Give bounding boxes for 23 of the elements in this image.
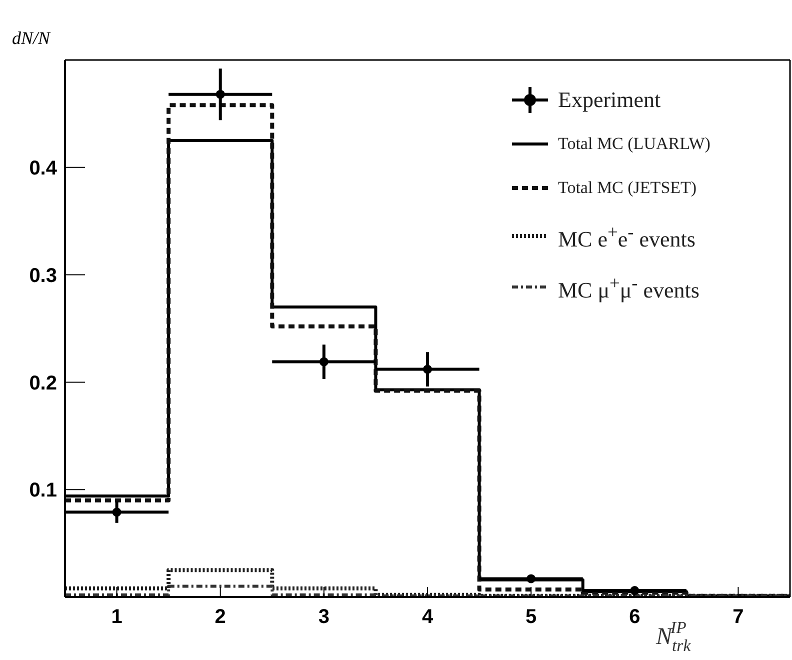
y-tick-label: 0.1 [29, 480, 57, 502]
x-tick-label: 7 [732, 606, 744, 628]
x-tick-label: 4 [422, 606, 434, 628]
x-tick-label: 1 [111, 606, 122, 628]
point [526, 574, 536, 584]
y-tick-label: 0.4 [29, 158, 58, 180]
x-tick-label: 2 [214, 606, 226, 628]
point [216, 90, 225, 99]
legend-label: Total MC (JETSET) [558, 177, 697, 199]
y-axis-title: dN/N [12, 28, 52, 48]
point [630, 586, 640, 596]
y-tick-label: 0.3 [29, 264, 57, 287]
legend-label: Total MC (LUARLW) [558, 133, 710, 155]
y-tick-label: 0.2 [29, 372, 57, 394]
legend-label: Experiment [558, 86, 661, 114]
point [112, 508, 122, 517]
x-tick-label: 6 [629, 606, 640, 628]
point [422, 364, 432, 374]
legend-label: MC e$^{+}$e$^{-}$ events [558, 221, 696, 254]
x-tick-label: 3 [318, 606, 330, 628]
legend-label: MC μ$^{+}$μ$^{-}$ events [558, 272, 700, 305]
point [319, 357, 328, 366]
x-tick-label: 5 [526, 606, 537, 628]
